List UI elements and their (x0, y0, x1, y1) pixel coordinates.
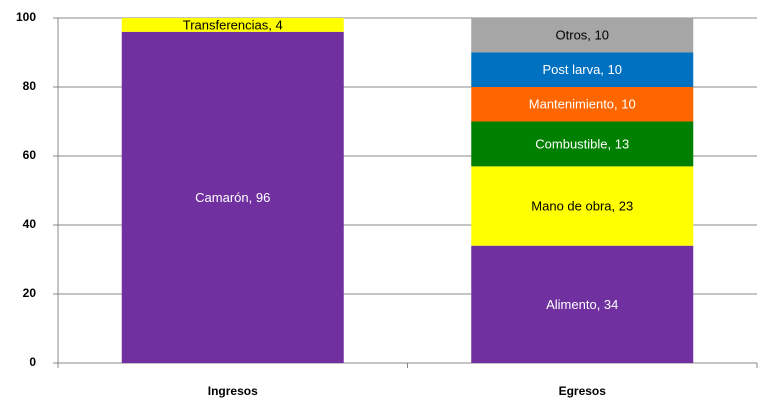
bar-segment (471, 121, 694, 167)
data-label: Alimento, 34 (546, 297, 618, 312)
data-label: Mano de obra, 23 (531, 198, 633, 213)
y-tick-label: 20 (23, 286, 37, 300)
data-label: Combustible, 13 (535, 136, 629, 151)
x-tick-label: Egresos (559, 384, 607, 398)
data-label: Camarón, 96 (195, 190, 270, 205)
y-tick-label: 80 (23, 79, 37, 93)
y-tick-label: 0 (29, 355, 36, 369)
bar-segment (121, 18, 344, 32)
data-label: Mantenimiento, 10 (529, 97, 636, 112)
data-label: Otros, 10 (556, 28, 609, 43)
bar-segment (471, 245, 694, 363)
y-tick-label: 100 (16, 10, 36, 24)
bar-segment (471, 87, 694, 122)
data-label: Post larva, 10 (543, 62, 623, 77)
y-tick-label: 40 (23, 217, 37, 231)
y-tick-label: 60 (23, 148, 37, 162)
bar-segment (471, 166, 694, 246)
x-tick-label: Ingresos (208, 384, 258, 398)
bar-segment (121, 31, 344, 364)
bar-segment (471, 18, 694, 53)
data-label: Transferencias, 4 (183, 17, 283, 32)
bar-segment (471, 52, 694, 87)
